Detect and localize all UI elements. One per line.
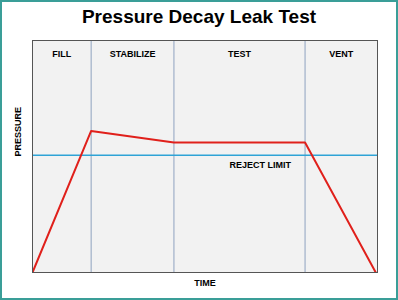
- svg-text:PRESSURE: PRESSURE: [13, 107, 23, 157]
- svg-text:TEST: TEST: [228, 49, 252, 59]
- svg-text:STABILIZE: STABILIZE: [110, 49, 156, 59]
- svg-text:REJECT LIMIT: REJECT LIMIT: [229, 160, 291, 170]
- html-text:Pressure Decay Leak Test: Pressure Decay Leak Test: [81, 6, 317, 27]
- svg-text:FILL: FILL: [52, 49, 71, 59]
- svg-text:VENT: VENT: [329, 49, 354, 59]
- svg-text:TIME: TIME: [194, 278, 216, 288]
